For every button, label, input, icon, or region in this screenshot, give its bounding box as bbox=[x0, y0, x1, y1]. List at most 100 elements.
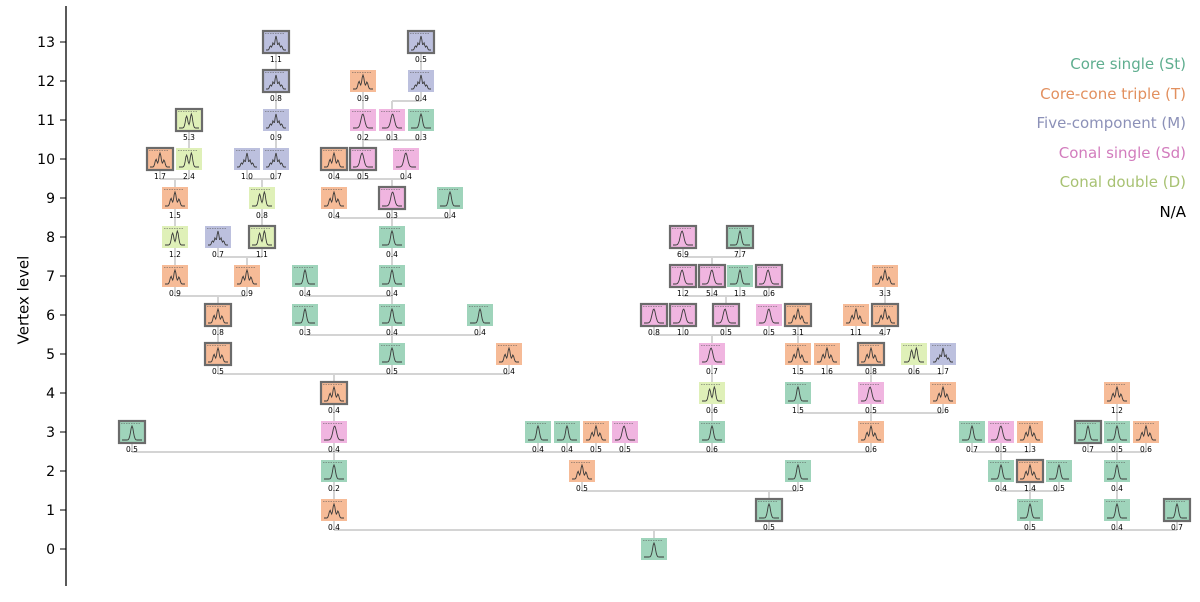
node-box-u3 bbox=[1017, 421, 1043, 443]
node-profile-s3 bbox=[962, 424, 982, 441]
node-v5: 1.7 bbox=[930, 343, 956, 376]
node-box-c6 bbox=[379, 304, 405, 326]
node-box-b7 bbox=[234, 265, 260, 287]
node-b10: 1.0 bbox=[234, 148, 260, 181]
node-profile-t6 bbox=[759, 308, 779, 324]
legend: Core single (St) Core-cone triple (T) Fi… bbox=[1037, 50, 1187, 227]
node-box-t6 bbox=[756, 304, 782, 326]
node-s6: 0.5 bbox=[711, 302, 741, 337]
node-box-s8 bbox=[725, 224, 755, 250]
node-c10b: 0.5 bbox=[348, 146, 378, 181]
node-value-c1: 0.5 bbox=[1024, 523, 1036, 532]
node-profile-q4 bbox=[702, 385, 722, 402]
node-value-q5: 0.7 bbox=[706, 367, 718, 376]
node-box-c11b bbox=[379, 109, 405, 131]
node-value-m3: 0.4 bbox=[532, 445, 544, 454]
node-box-w4 bbox=[1104, 382, 1130, 404]
node-box-d8 bbox=[379, 226, 405, 248]
node-value-b1: 0.5 bbox=[763, 523, 775, 532]
node-value-a2: 0.2 bbox=[328, 484, 340, 493]
node-b10b: 0.7 bbox=[263, 148, 289, 181]
node-t5: 0.8 bbox=[856, 341, 886, 376]
node-profile-d9 bbox=[382, 191, 402, 207]
node-profile-u7 bbox=[875, 268, 895, 285]
node-box-t4 bbox=[858, 382, 884, 404]
legend-item-sd: Conal single (Sd) bbox=[1058, 143, 1186, 162]
node-i2: 1.4 bbox=[1015, 458, 1045, 493]
node-profile-d1 bbox=[1107, 502, 1127, 519]
node-value-b9: 0.8 bbox=[256, 211, 268, 220]
node-value-u3: 1.3 bbox=[1024, 445, 1036, 454]
node-profile-a9 bbox=[165, 190, 185, 207]
node-p3: 0.5 bbox=[612, 421, 638, 454]
node-d10: 0.4 bbox=[393, 148, 419, 181]
node-value-a7: 0.9 bbox=[169, 289, 181, 298]
node-k2: 0.4 bbox=[1104, 460, 1130, 493]
node-profile-u3 bbox=[1020, 424, 1040, 441]
node-profile-s4 bbox=[788, 385, 808, 402]
node-l3: 0.5 bbox=[117, 419, 147, 454]
node-profile-c8 bbox=[252, 229, 272, 246]
node-d11: 0.3 bbox=[408, 109, 434, 142]
node-value-d8: 0.4 bbox=[386, 250, 398, 259]
node-value-w3: 0.5 bbox=[1111, 445, 1123, 454]
node-box-a1 bbox=[321, 499, 347, 521]
node-a10b: 2.4 bbox=[176, 148, 202, 181]
node-box-d11 bbox=[408, 109, 434, 131]
node-value-q8: 6.9 bbox=[677, 250, 689, 259]
node-c7: 0.4 bbox=[292, 265, 318, 298]
node-c6: 0.4 bbox=[379, 304, 405, 337]
node-box-a10b bbox=[176, 148, 202, 170]
node-value-a1: 0.4 bbox=[328, 523, 340, 532]
node-value-v3: 0.7 bbox=[1082, 445, 1094, 454]
node-profile-h2 bbox=[991, 463, 1011, 480]
node-profile-a7 bbox=[165, 268, 185, 285]
node-value-b5: 0.5 bbox=[386, 367, 398, 376]
y-tick-label-9: 9 bbox=[46, 191, 55, 207]
node-value-t7: 0.6 bbox=[763, 289, 775, 298]
node-box-b9 bbox=[249, 187, 275, 209]
node-box-q3 bbox=[699, 421, 725, 443]
node-c12: 0.9 bbox=[350, 70, 376, 103]
node-profile-n3 bbox=[557, 424, 577, 441]
node-profile-t5 bbox=[861, 346, 881, 363]
node-u6: 3.1 bbox=[783, 302, 813, 337]
node-s8: 7.7 bbox=[725, 224, 755, 259]
node-profile-f2 bbox=[572, 463, 592, 480]
node-box-j2 bbox=[1046, 460, 1072, 482]
node-profile-b1 bbox=[759, 502, 779, 519]
node-profile-r6 bbox=[673, 308, 693, 324]
node-value-t6: 0.5 bbox=[763, 328, 775, 337]
node-box-s4 bbox=[785, 382, 811, 404]
node-profile-c5 bbox=[499, 346, 519, 363]
node-box-t5 bbox=[856, 341, 886, 367]
node-profile-w4 bbox=[1107, 385, 1127, 402]
node-b12: 0.8 bbox=[261, 68, 291, 103]
node-profile-j2 bbox=[1049, 463, 1069, 480]
y-tick-label-1: 1 bbox=[46, 503, 55, 519]
node-d7: 0.4 bbox=[379, 265, 405, 298]
node-box-a3 bbox=[321, 421, 347, 443]
node-profile-a2 bbox=[324, 463, 344, 480]
node-o3: 0.5 bbox=[583, 421, 609, 454]
node-value-w4: 1.2 bbox=[1111, 406, 1123, 415]
node-r6: 1.0 bbox=[668, 302, 698, 337]
node-value-b10b: 0.7 bbox=[270, 172, 282, 181]
node-box-v6 bbox=[843, 304, 869, 326]
node-value-d1: 0.4 bbox=[1111, 523, 1123, 532]
node-profile-a1 bbox=[324, 502, 344, 519]
node-value-r7: 5.4 bbox=[706, 289, 718, 298]
node-box-r3 bbox=[858, 421, 884, 443]
node-value-c6: 0.4 bbox=[386, 328, 398, 337]
legend-item-st: Core single (St) bbox=[1070, 55, 1186, 73]
node-profile-b12 bbox=[266, 74, 286, 90]
node-profile-a10b bbox=[179, 151, 199, 168]
node-box-q4 bbox=[699, 382, 725, 404]
node-value-q3: 0.6 bbox=[706, 445, 718, 454]
node-value-d6: 0.4 bbox=[474, 328, 486, 337]
node-d9: 0.3 bbox=[377, 185, 407, 220]
node-a8: 1.2 bbox=[162, 226, 188, 259]
node-box-e1 bbox=[1162, 497, 1192, 523]
